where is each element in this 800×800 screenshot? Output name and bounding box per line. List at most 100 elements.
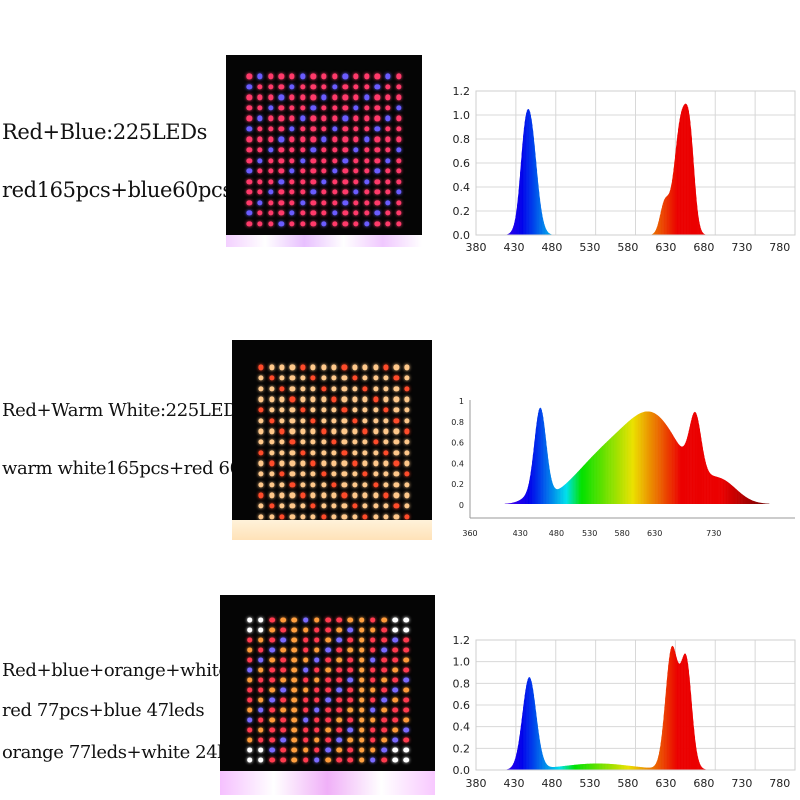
led bbox=[322, 685, 333, 695]
led bbox=[276, 124, 287, 135]
led bbox=[266, 394, 276, 405]
led bbox=[351, 113, 362, 124]
led bbox=[381, 383, 391, 394]
led bbox=[287, 103, 298, 114]
led bbox=[383, 103, 394, 114]
led bbox=[402, 458, 412, 469]
led bbox=[276, 134, 287, 145]
led bbox=[391, 362, 401, 373]
led bbox=[287, 71, 298, 82]
led bbox=[390, 745, 401, 755]
led bbox=[277, 490, 287, 501]
led bbox=[340, 155, 351, 166]
led bbox=[308, 92, 319, 103]
x-tick-label: 630 bbox=[647, 529, 662, 538]
led bbox=[351, 124, 362, 135]
led bbox=[361, 187, 372, 198]
led bbox=[244, 615, 255, 625]
led bbox=[345, 675, 356, 685]
led bbox=[378, 755, 389, 765]
led bbox=[370, 469, 380, 480]
led bbox=[339, 362, 349, 373]
led bbox=[289, 665, 300, 675]
led bbox=[383, 187, 394, 198]
led bbox=[345, 665, 356, 675]
led bbox=[356, 685, 367, 695]
led bbox=[308, 218, 319, 229]
led bbox=[287, 176, 298, 187]
led bbox=[391, 447, 401, 458]
led bbox=[401, 675, 412, 685]
led bbox=[244, 92, 255, 103]
led bbox=[256, 469, 266, 480]
led bbox=[370, 437, 380, 448]
led bbox=[311, 695, 322, 705]
led bbox=[256, 415, 266, 426]
led bbox=[360, 501, 370, 512]
led bbox=[334, 625, 345, 635]
led bbox=[289, 705, 300, 715]
led bbox=[390, 675, 401, 685]
led bbox=[266, 490, 276, 501]
led bbox=[265, 176, 276, 187]
led bbox=[339, 447, 349, 458]
led bbox=[329, 71, 340, 82]
led bbox=[265, 113, 276, 124]
y-tick-label: 0.2 bbox=[453, 205, 471, 218]
led bbox=[345, 705, 356, 715]
led bbox=[311, 645, 322, 655]
led bbox=[378, 665, 389, 675]
led bbox=[350, 405, 360, 416]
led bbox=[297, 155, 308, 166]
led bbox=[339, 405, 349, 416]
led bbox=[329, 82, 340, 93]
led bbox=[402, 394, 412, 405]
led bbox=[393, 218, 404, 229]
y-tick-label: 0.4 bbox=[451, 459, 464, 468]
led bbox=[287, 92, 298, 103]
led bbox=[360, 458, 370, 469]
led bbox=[266, 645, 277, 655]
led bbox=[255, 71, 266, 82]
led bbox=[322, 695, 333, 705]
led bbox=[255, 197, 266, 208]
led bbox=[266, 405, 276, 416]
led bbox=[278, 735, 289, 745]
led bbox=[390, 695, 401, 705]
led bbox=[255, 145, 266, 156]
led bbox=[287, 208, 298, 219]
led bbox=[289, 675, 300, 685]
led bbox=[322, 665, 333, 675]
led bbox=[255, 218, 266, 229]
led bbox=[370, 501, 380, 512]
led bbox=[287, 124, 298, 135]
led bbox=[255, 665, 266, 675]
led bbox=[329, 405, 339, 416]
led bbox=[298, 437, 308, 448]
led bbox=[402, 362, 412, 373]
led bbox=[311, 705, 322, 715]
led bbox=[308, 501, 318, 512]
led bbox=[318, 501, 328, 512]
led bbox=[265, 71, 276, 82]
led bbox=[287, 82, 298, 93]
led bbox=[340, 166, 351, 177]
led bbox=[277, 447, 287, 458]
led bbox=[339, 490, 349, 501]
led bbox=[300, 665, 311, 675]
x-tick-label: 730 bbox=[706, 529, 721, 538]
led bbox=[289, 725, 300, 735]
row2-title: Red+Warm White:225LEDs bbox=[2, 400, 246, 421]
led bbox=[361, 103, 372, 114]
led bbox=[244, 695, 255, 705]
led bbox=[319, 82, 330, 93]
led bbox=[289, 745, 300, 755]
x-tick-label: 430 bbox=[503, 241, 524, 254]
led bbox=[350, 469, 360, 480]
led bbox=[391, 373, 401, 384]
led bbox=[360, 426, 370, 437]
led bbox=[345, 755, 356, 765]
led bbox=[329, 373, 339, 384]
led bbox=[308, 155, 319, 166]
led bbox=[319, 134, 330, 145]
